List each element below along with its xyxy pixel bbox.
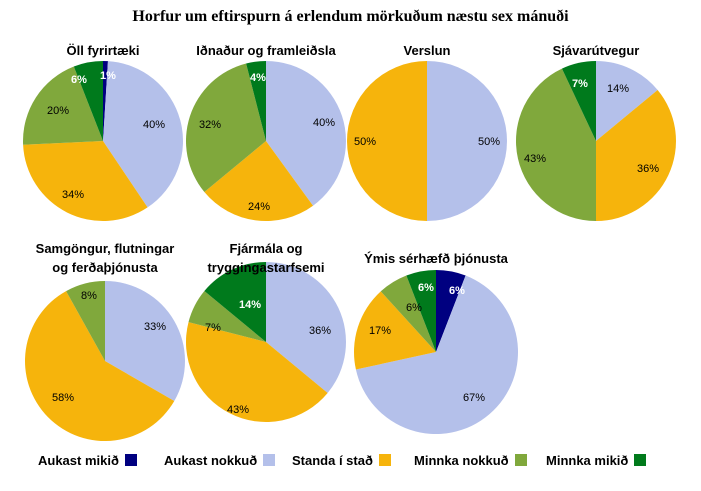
pie-slice (561, 61, 596, 141)
legend-label: Minnka mikið (546, 453, 629, 468)
pie-chart: Öll fyrirtæki 1% 40% 34% 20% 6% (23, 43, 184, 221)
pie-slice (105, 281, 185, 401)
pie-slice (266, 61, 346, 206)
pie-title: Samgöngur, flutningar (36, 241, 175, 256)
pie-data-label: 36% (637, 163, 659, 175)
pie-slice (204, 141, 314, 221)
pie-slice (596, 61, 658, 141)
pie-chart: Verslun 50% 50% (347, 43, 507, 221)
legend-item-minnka-mikid: Minnka mikið (546, 450, 647, 472)
pie-data-label: 43% (524, 153, 546, 165)
legend: Aukast mikið Aukast nokkuð Standa í stað… (0, 450, 701, 472)
pie-slice (355, 275, 519, 435)
legend-swatch (124, 454, 137, 466)
pie-data-label: 50% (354, 136, 376, 148)
pie-data-label: 67% (463, 392, 485, 404)
pie-title: Iðnaður og framleiðsla (196, 43, 336, 58)
pie-title: Sjávarútvegur (553, 43, 640, 58)
pie-data-label: 50% (478, 136, 500, 148)
pie-title: Ýmis sérhæfð þjónusta (364, 251, 509, 266)
pie-data-label: 43% (227, 404, 249, 416)
legend-swatch (634, 454, 647, 466)
pie-data-label: 6% (406, 302, 422, 314)
legend-item-standa-i-stad: Standa í stað (292, 450, 391, 472)
pie-slice (185, 322, 328, 423)
pie-title: og ferðaþjónusta (52, 260, 158, 275)
pie-chart: Sjávarútvegur 14% 36% 43% 7% (515, 43, 676, 221)
pie-data-label: 24% (248, 201, 270, 213)
legend-label: Aukast mikið (38, 453, 119, 468)
pie-slice (188, 291, 266, 342)
chart-title: Horfur um eftirspurn á erlendum mörkuðum… (132, 8, 569, 25)
pie-chart: Iðnaður og framleiðsla 40% 24% 32% 4% (186, 43, 346, 221)
pie-slice (347, 61, 427, 221)
pie-slice (25, 291, 175, 441)
pie-data-label: 6% (449, 285, 465, 297)
pie-chart: Ýmis sérhæfð þjónusta 6% 67% 17% 6% 6% (354, 251, 519, 435)
pie-data-label: 14% (239, 299, 261, 311)
pie-slice (103, 60, 108, 141)
legend-swatch (263, 454, 276, 466)
pie-data-label: 36% (309, 325, 331, 337)
legend-swatch (378, 454, 391, 466)
pie-data-label: 33% (144, 321, 166, 333)
pie-slice (186, 63, 266, 192)
pie-slice (204, 262, 266, 342)
pie-slice (436, 270, 466, 352)
pie-data-label: 40% (143, 119, 165, 131)
pie-data-label: 6% (71, 74, 87, 86)
pie-slice (427, 61, 507, 221)
pie-data-label: 7% (205, 322, 221, 334)
pie-data-label: 14% (607, 83, 629, 95)
legend-label: Minnka nokkuð (414, 453, 509, 468)
pie-slice (73, 61, 103, 141)
pie-chart: Samgöngur, flutningar og ferðaþjónusta 33%… (25, 241, 185, 441)
pie-slice (380, 275, 436, 352)
pie-data-label: 1% (100, 70, 116, 82)
pie-slice (103, 61, 184, 208)
legend-item-minnka-nokkud: Minnka nokkuð (414, 450, 527, 472)
pie-data-label: 20% (47, 105, 69, 117)
legend-label: Aukast nokkuð (164, 453, 258, 468)
pie-title: Fjármála og (230, 241, 303, 256)
pie-slice (515, 68, 596, 221)
pie-slice (596, 90, 676, 221)
pie-slice (266, 262, 346, 393)
legend-label: Standa í stað (292, 453, 373, 468)
pie-data-label: 4% (250, 72, 266, 84)
pie-data-label: 40% (313, 117, 335, 129)
pie-slice (23, 141, 148, 221)
pie-data-label: 32% (199, 119, 221, 131)
pie-slice (66, 281, 105, 361)
legend-swatch (514, 454, 527, 466)
pie-data-label: 7% (572, 78, 588, 90)
pie-slice (406, 270, 436, 352)
pie-data-label: 34% (62, 189, 84, 201)
pie-title: Verslun (404, 43, 451, 58)
pie-data-label: 17% (369, 325, 391, 337)
pie-chart: Fjármála og tryggingastarfsemi 36% 43% 7% 14% (185, 241, 346, 423)
pie-title: tryggingastarfsemi (207, 260, 324, 275)
pie-data-label: 58% (52, 392, 74, 404)
pie-slice (246, 61, 266, 141)
pie-data-label: 6% (418, 282, 434, 294)
legend-item-aukast-nokkud: Aukast nokkuð (164, 450, 276, 472)
legend-item-aukast-mikid: Aukast mikið (38, 450, 137, 472)
pie-title: Öll fyrirtæki (67, 43, 140, 58)
pie-slice (354, 291, 436, 370)
pie-slice (23, 66, 103, 145)
pie-data-label: 8% (81, 290, 97, 302)
